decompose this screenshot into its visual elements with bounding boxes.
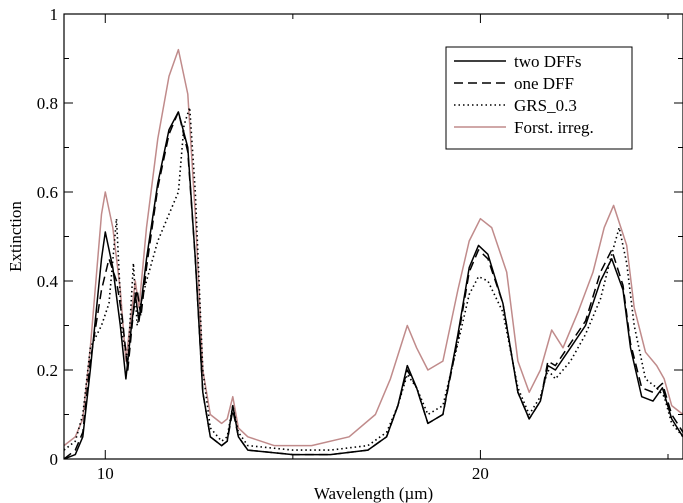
y-axis-label: Extinction [6,201,25,272]
legend-box [445,46,633,150]
y-tick-label: 0.8 [37,94,58,113]
series-line-grs-0-3 [64,106,683,451]
x-tick-label: 10 [97,464,114,483]
series-line-forst-irreg [64,48,683,447]
y-tick-label: 0.2 [37,361,58,380]
legend-label: one DFF [514,74,574,93]
x-axis-label: Wavelength (µm) [314,484,433,503]
y-tick-label: 0.4 [37,272,59,291]
legend-label: Forst. irreg. [514,118,594,137]
y-tick-label: 0 [50,450,59,469]
legend-label: GRS_0.3 [514,96,577,115]
series-line-two-dffs [64,111,683,459]
series-line-one-dff [64,111,683,459]
y-tick-label: 0.6 [37,183,58,202]
y-tick-label: 1 [50,5,59,24]
legend-label: two DFFs [514,52,582,71]
x-tick-label: 20 [472,464,489,483]
